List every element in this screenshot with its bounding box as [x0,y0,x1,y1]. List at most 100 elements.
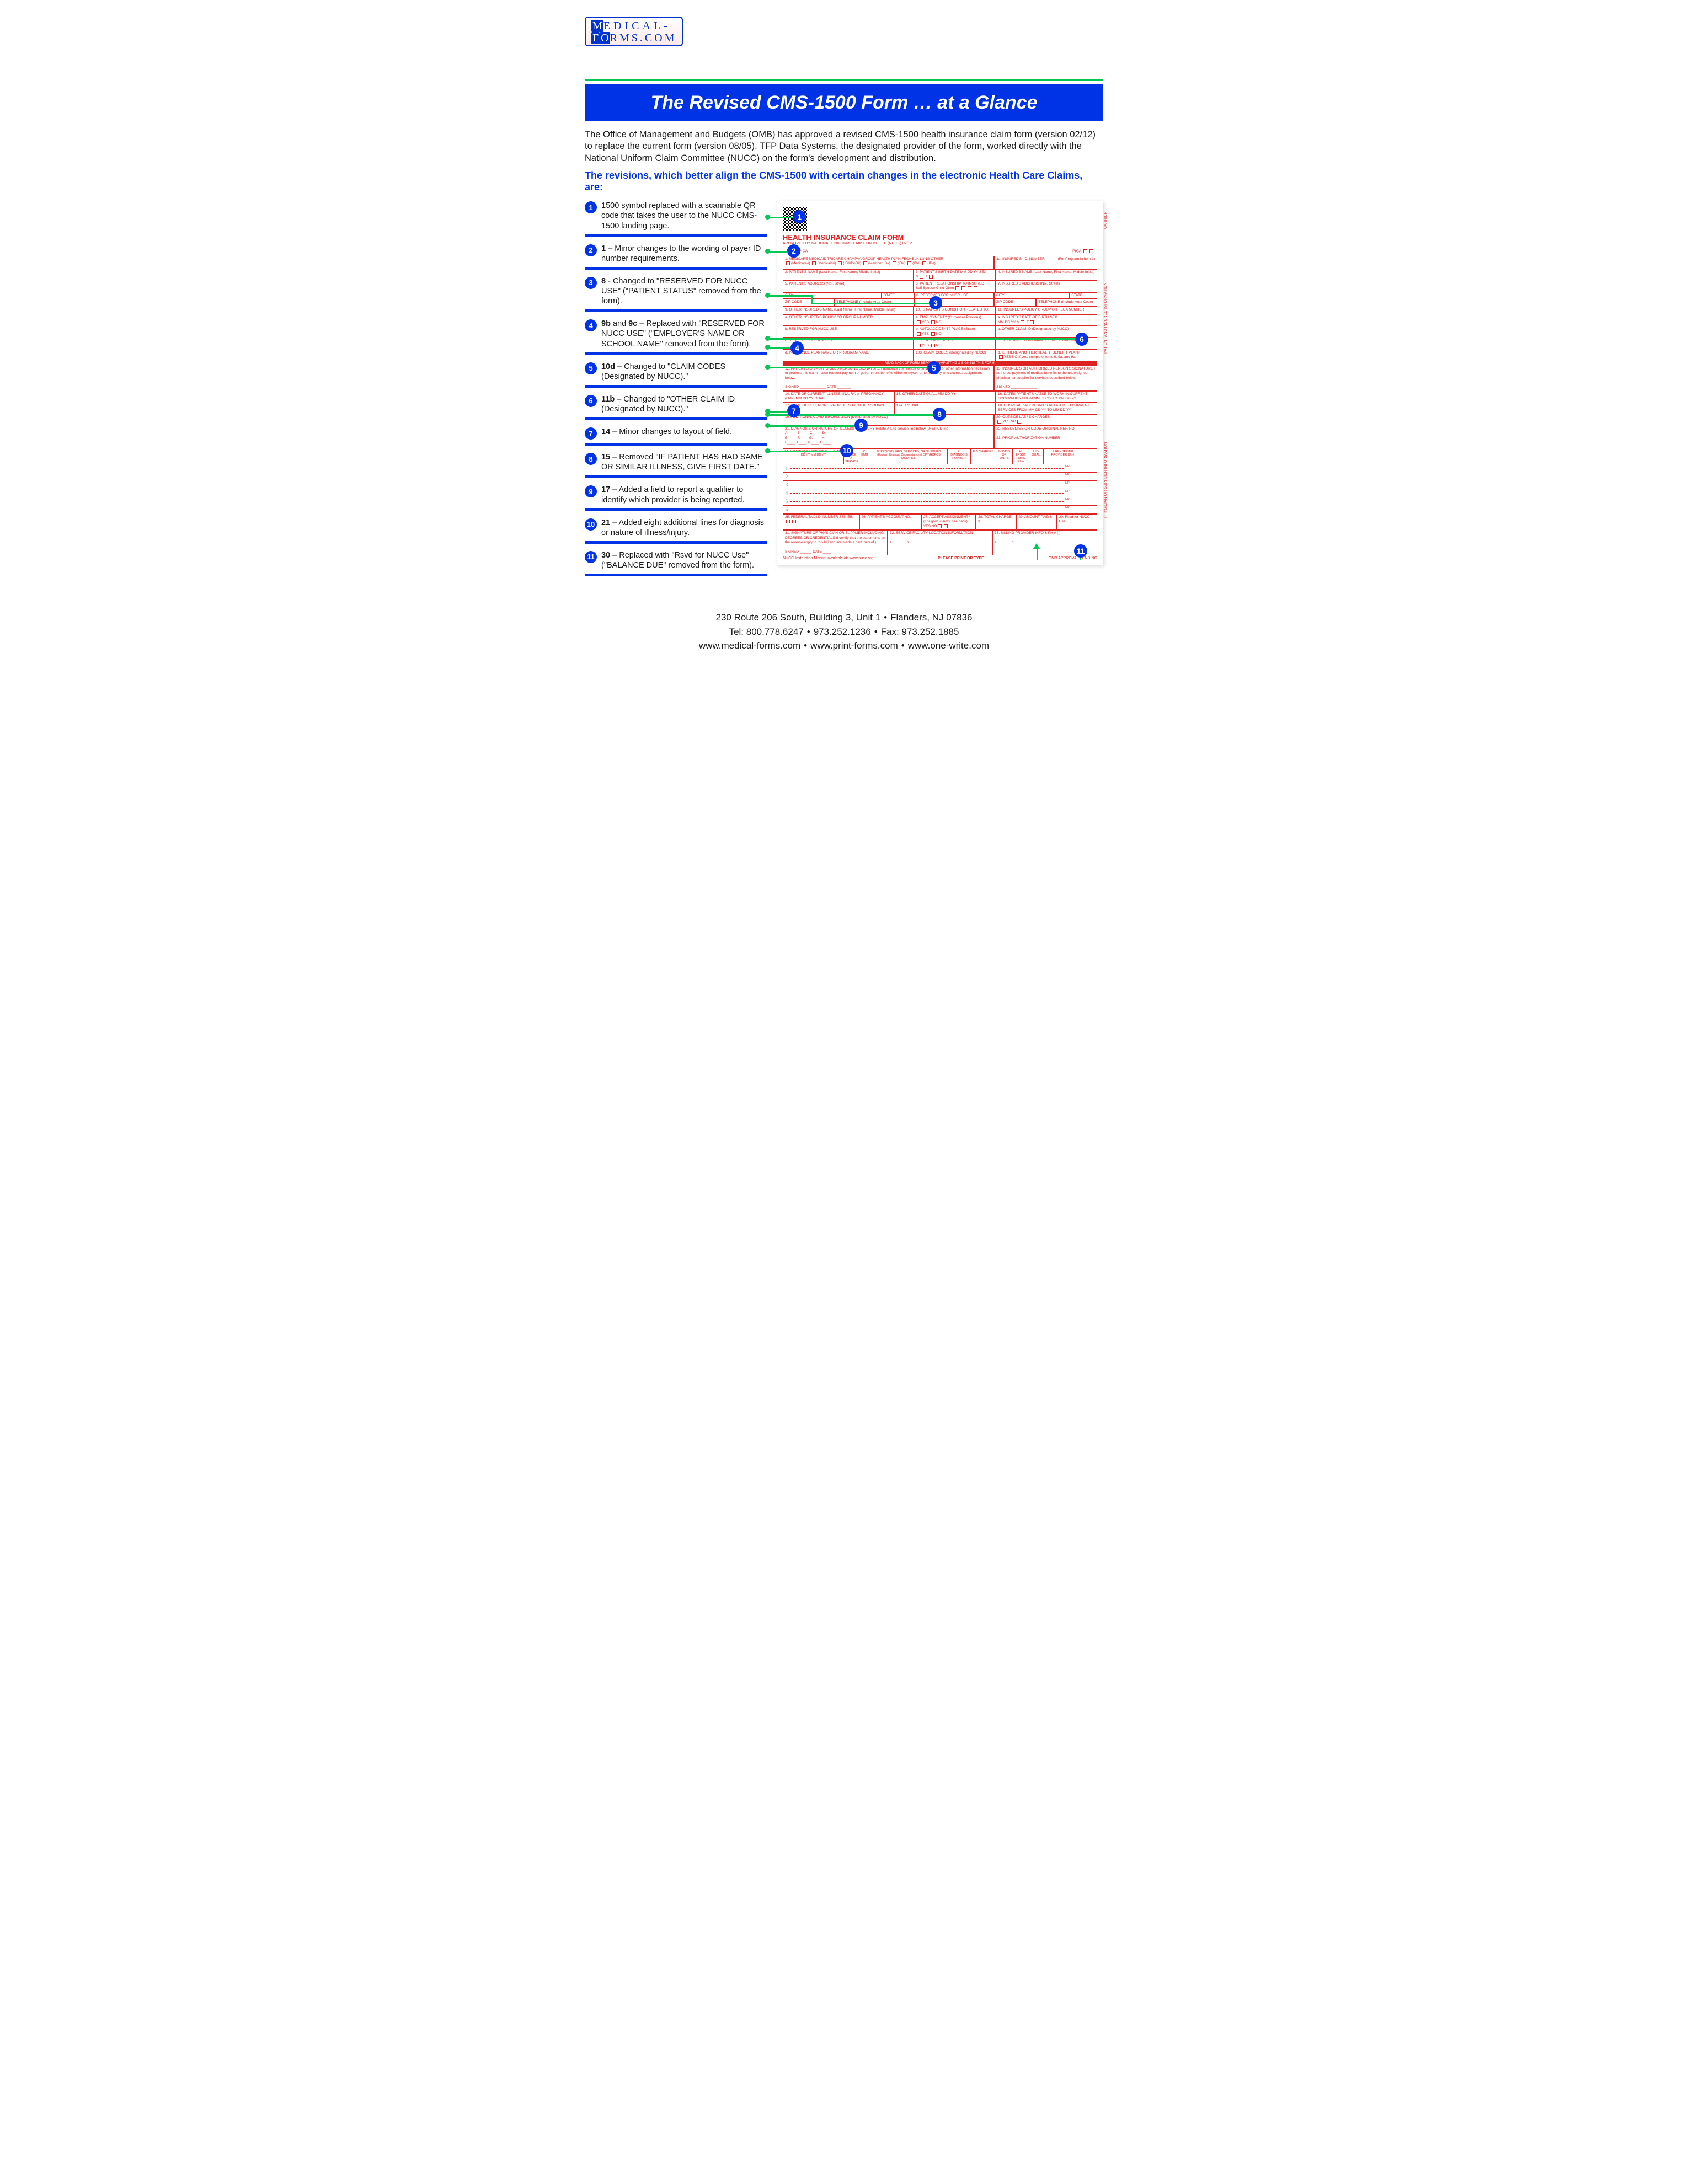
field-19: 19. ADDITIONAL CLAIM INFORMATION (Design… [783,414,994,426]
field-26: 26. PATIENT'S ACCOUNT NO. [859,514,921,531]
field-4: 4. INSURED'S NAME (Last Name, First Name… [996,269,1097,281]
field-18: 18. HOSPITALIZATION DATES RELATED TO CUR… [996,403,1097,414]
field-city-l: CITY [783,292,882,299]
annotation-number: 9 [585,485,597,497]
annotation-number: 10 [585,518,597,531]
vtext-patient: PATIENT AND INSURED INFORMATION [1104,241,1110,395]
logo-box-m: M [591,20,603,32]
field-9c: c. RESERVED FOR NUCC USE [783,338,914,349]
field-9b: b. RESERVED FOR NUCC USE [783,326,914,338]
field-27: 27. ACCEPT ASSIGNMENT? (For govt. claims… [921,514,976,531]
logo-box-o: O [600,32,610,44]
annotation-number: 8 [585,453,597,465]
field-9d: d. INSURANCE PLAN NAME OR PROGRAM NAME [783,350,914,361]
green-rule [585,79,1103,81]
field-17ab: 17a. 17b. NPI [894,403,996,414]
annotation-list: 1 1500 symbol replaced with a scannable Q… [585,201,767,583]
service-row: 1NPI [783,464,1097,472]
annotation-10: 10 21 – Added eight additional lines for … [585,518,767,544]
annotation-text: 21 – Added eight additional lines for di… [601,518,767,538]
logo-box-f: F [591,32,600,44]
field-16: 16. DATES PATIENT UNABLE TO WORK IN CURR… [996,391,1097,403]
field-30: 30. Rsvd for NUCC Use [1057,514,1097,531]
annotation-number: 3 [585,277,597,289]
annotation-text: 9b and 9c – Replaced with "RESERVED FOR … [601,319,767,349]
annotation-number: 1 [585,201,597,213]
field-31: 31. SIGNATURE OF PHYSICIAN OR SUPPLIER I… [783,530,888,555]
field-25: 25. FEDERAL TAX I.D. NUMBER SSN EIN [783,514,859,531]
field-21: 21. DIAGNOSIS OR NATURE OF ILLNESS OR IN… [783,426,994,449]
annotation-number: 6 [585,395,597,407]
field-8: 8. RESERVED FOR NUCC USE [914,292,994,299]
form-bottom-right: OMB APPROVAL PENDING [1049,556,1097,560]
annotation-9: 917 – Added a field to report a qualifie… [585,485,767,511]
field-14: 14. DATE OF CURRENT ILLNESS, INJURY, or … [783,391,894,403]
annotation-11: 11 30 – Replaced with "Rsvd for NUCC Use"… [585,550,767,576]
annotation-number: 2 [585,244,597,256]
annotation-number: 11 [585,551,597,563]
field-11: 11. INSURED'S POLICY GROUP OR FECA NUMBE… [996,307,1097,314]
annotation-text: 8 - Changed to "RESERVED FOR NUCC USE" (… [601,276,767,306]
field-1a: 1a. INSURED'S I.D. NUMBER (For Program i… [994,256,1097,269]
form-title: HEALTH INSURANCE CLAIM FORM [783,233,1097,242]
service-row: 5NPI [783,497,1097,505]
field-13: 13. INSURED'S OR AUTHORIZED PERSON'S SIG… [994,366,1097,391]
page-title: The Revised CMS-1500 Form … at a Glance [585,84,1103,121]
field-11c: c. INSURANCE PLAN NAME OR PROGRAM NAME [996,338,1097,349]
annotation-text: 1500 symbol replaced with a scannable QR… [601,201,767,231]
field-10: 10. IS PATIENT'S CONDITION RELATED TO: [914,307,996,314]
field-11b: b. OTHER CLAIM ID (Designated by NUCC) [996,326,1097,338]
service-row: 2NPI [783,472,1097,480]
annotation-1: 1 1500 symbol replaced with a scannable Q… [585,201,767,237]
form-bottom-center: PLEASE PRINT OR TYPE [938,556,984,560]
service-row: 3NPI [783,480,1097,489]
logo: MEDICAL- FORMS.COM [585,17,683,46]
annotation-4: 4 9b and 9c – Replaced with "RESERVED FOR… [585,319,767,355]
cms-1500-form: CARRIER PATIENT AND INSURED INFORMATION … [777,201,1103,565]
field-22-23: 22. RESUBMISSION CODE ORIGINAL REF. NO.2… [994,426,1097,449]
annotation-8: 8 15 – Removed "IF PATIENT HAS HAD SAME O… [585,452,767,478]
annotation-number: 7 [585,427,597,440]
field-10b: b. AUTO ACCIDENT? PLACE (State)YES NO [914,326,996,338]
field-tel-r: TELEPHONE (Include Area Code) [1036,299,1097,307]
field-20: 20. OUTSIDE LAB? $ CHARGESYES NO [994,414,1097,426]
annotation-text: 15 – Removed "IF PATIENT HAS HAD SAME OR… [601,452,767,472]
field-28: 28. TOTAL CHARGE $ [976,514,1016,531]
form-approved: APPROVED BY NATIONAL UNIFORM CLAIM COMMI… [783,242,1097,245]
field-29: 29. AMOUNT PAID $ [1017,514,1057,531]
annotation-text: 14 – Minor changes to layout of field. [601,427,732,437]
field-11a: a. INSURED'S DATE OF BIRTH SEXMM DD YY M… [996,314,1097,326]
annotation-2: 21 – Minor changes to the wording of pay… [585,244,767,270]
field-tel-l: TELEPHONE (Include Area Code) [834,299,914,307]
annotation-text: 30 – Replaced with "Rsvd for NUCC Use" (… [601,550,767,570]
field-32: 32. SERVICE FACILITY LOCATION INFORMATIO… [888,530,992,555]
annotation-text: 10d – Changed to "CLAIM CODES (Designate… [601,362,767,382]
field-33: 33. BILLING PROVIDER INFO & PH # ( )a. _… [992,530,1097,555]
field-5: 5. PATIENT'S ADDRESS (No., Street) [783,281,914,292]
field-state-l: STATE [882,292,914,299]
form-bottom-left: NUCC Instruction Manual available at: ww… [783,556,873,560]
field-7: 7. INSURED'S ADDRESS (No., Street) [996,281,1097,292]
service-row: 4NPI [783,489,1097,497]
field-17: 17. NAME OF REFERRING PROVIDER OR OTHER … [783,403,894,414]
annotation-5: 5 10d – Changed to "CLAIM CODES (Designat… [585,362,767,388]
field-3: 3. PATIENT'S BIRTH DATE MM DD YY SEXM F [914,269,996,281]
service-table: 24. A. DATE(S) OF SERVICE From To MM DD … [783,449,1097,514]
vtext-carrier: CARRIER [1104,204,1110,237]
field-1: 1. MEDICARE MEDICAID TRICARE CHAMPVA GRO… [783,256,994,269]
field-15: 15. OTHER DATE QUAL. MM DD YY [894,391,996,403]
annotation-number: 4 [585,319,597,331]
field-10c: c. OTHER ACCIDENT?YES NO [914,338,996,349]
annotation-3: 3 8 - Changed to "RESERVED FOR NUCC USE" … [585,276,767,312]
annotation-number: 5 [585,362,597,374]
field-9a: a. OTHER INSURED'S POLICY OR GROUP NUMBE… [783,314,914,326]
field-9: 9. OTHER INSURED'S NAME (Last Name, Firs… [783,307,914,314]
field-10a: a. EMPLOYMENT? (Current or Previous)YES … [914,314,996,326]
field-12: 12. PATIENT'S OR AUTHORIZED PERSON'S SIG… [783,366,994,391]
field-zip-l: ZIP CODE [783,299,834,307]
annotation-text: 11b – Changed to "OTHER CLAIM ID (Design… [601,394,767,414]
service-row: 6NPI [783,505,1097,513]
annotation-6: 6 11b – Changed to "OTHER CLAIM ID (Desig… [585,394,767,420]
subhead: The revisions, which better align the CM… [585,170,1103,193]
annotation-7: 7 14 – Minor changes to layout of field. [585,427,767,446]
